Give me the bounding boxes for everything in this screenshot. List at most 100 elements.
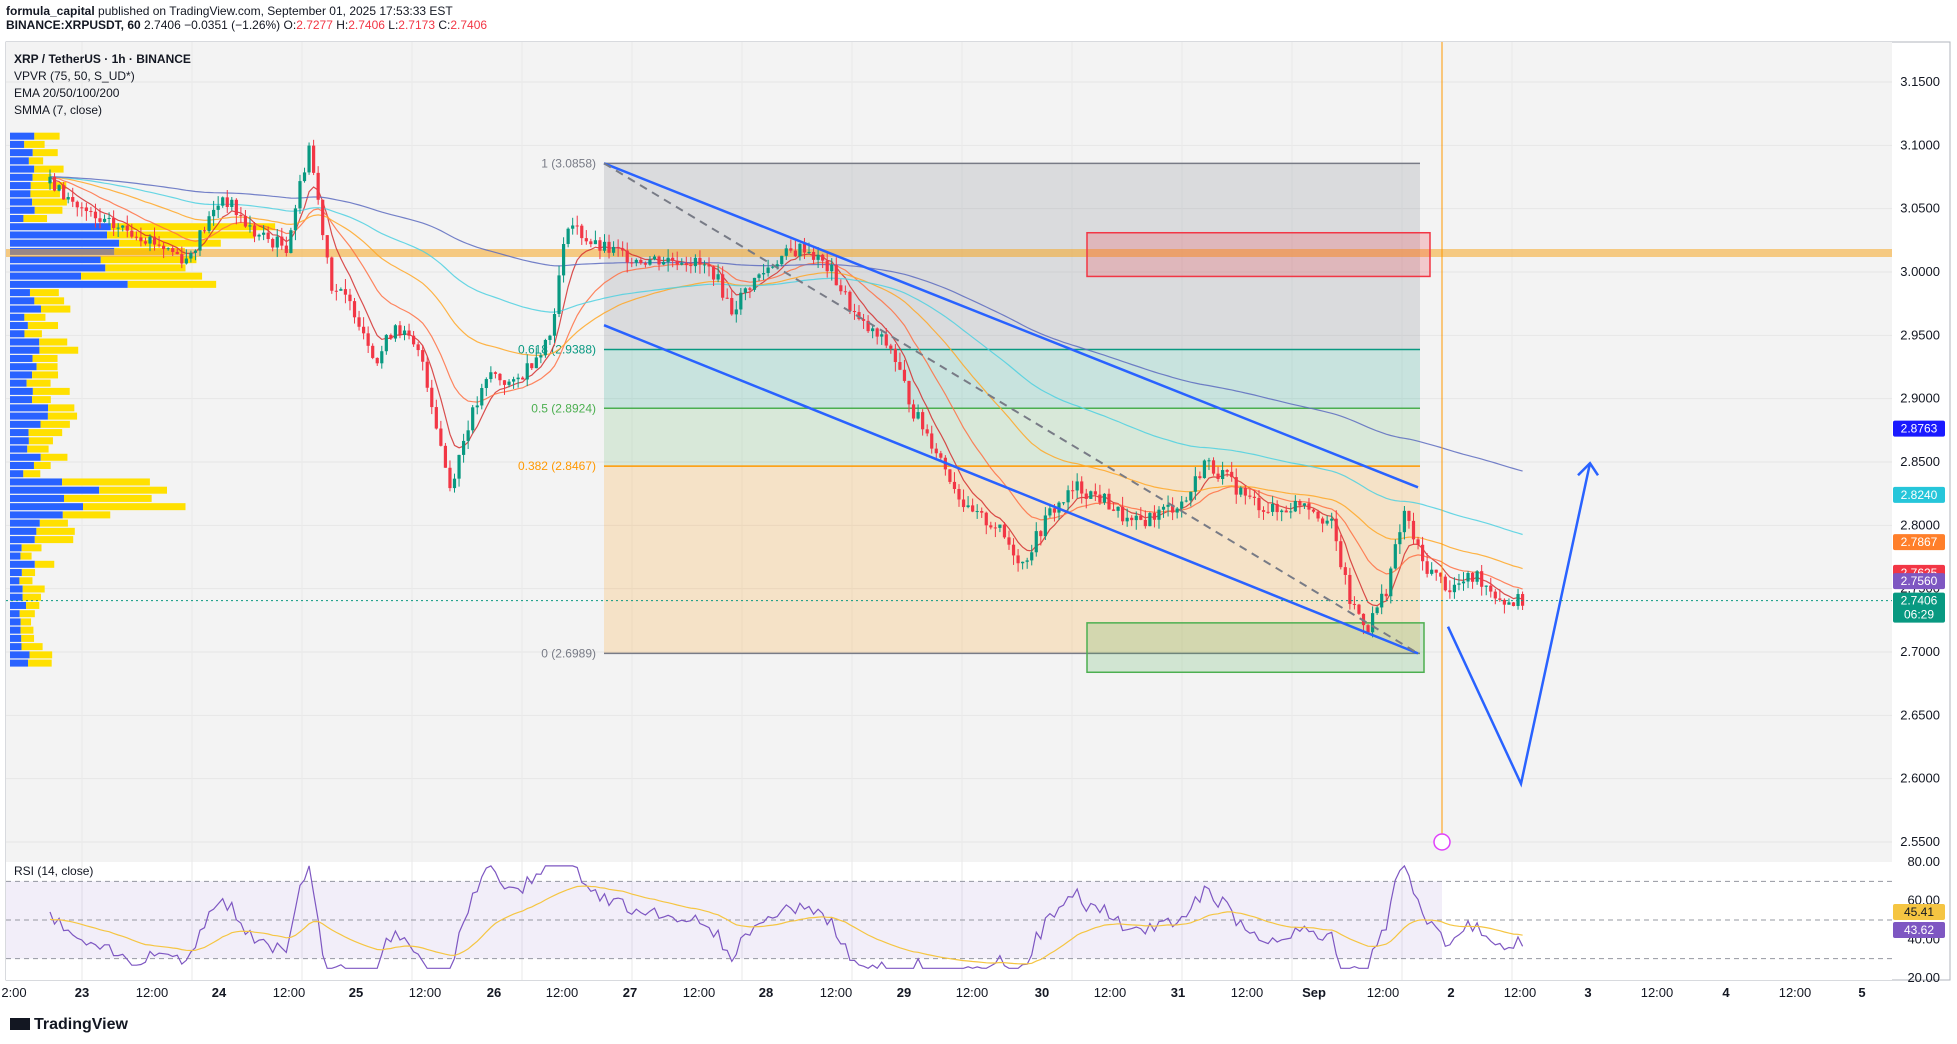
- candle-body: [834, 264, 838, 286]
- tradingview-brand[interactable]: TradingView: [10, 1016, 128, 1034]
- candle-body: [689, 265, 693, 267]
- volume-profile-bar-up: [10, 338, 40, 346]
- volume-profile-bar-up: [10, 140, 25, 148]
- rsi-value-label: 45.41: [1904, 905, 1934, 919]
- candle-body: [1116, 506, 1120, 511]
- candle-body: [362, 326, 366, 334]
- author[interactable]: formula_capital: [6, 4, 95, 18]
- candle-body: [1470, 572, 1475, 582]
- volume-profile-bar-up: [10, 494, 65, 502]
- candle-body: [380, 351, 384, 364]
- candle-body: [1234, 477, 1238, 495]
- candle-body: [1370, 613, 1375, 633]
- volume-profile-bar-up: [10, 659, 29, 667]
- candle-body: [1307, 503, 1311, 510]
- candle-body: [1293, 501, 1297, 512]
- candle-body: [857, 312, 861, 320]
- open-value: 2.7277: [296, 18, 333, 32]
- volume-profile-bar-down: [20, 618, 32, 626]
- candle-body: [1466, 572, 1470, 582]
- candle-body: [293, 208, 298, 231]
- candle-body: [1089, 491, 1093, 499]
- channel-upper-line: [603, 162, 1419, 489]
- candle-body: [1121, 506, 1125, 522]
- candle-body: [107, 217, 111, 219]
- candle-body: [1289, 511, 1293, 513]
- candle-body: [325, 235, 329, 258]
- ema-label[interactable]: EMA 20/50/100/200: [14, 86, 120, 100]
- candle-body: [134, 236, 138, 238]
- rsi-label[interactable]: RSI (14, close): [14, 864, 94, 878]
- volume-profile-bar-down: [36, 363, 58, 371]
- candle-body: [566, 228, 570, 245]
- price-tick-label: 3.1500: [1900, 74, 1940, 89]
- candle-body: [125, 225, 129, 231]
- volume-profile-bar-down: [127, 280, 217, 288]
- candle-body: [252, 225, 257, 237]
- candle-body: [1248, 495, 1252, 497]
- rsi-tick-label: 80.00: [1907, 854, 1940, 869]
- supply-zone: [1086, 231, 1431, 278]
- time-tick-label: 2: [1447, 985, 1454, 1000]
- moving-average-line: [49, 176, 1523, 472]
- volume-profile-bar-up: [10, 404, 49, 412]
- candle-body: [275, 236, 279, 248]
- volume-profile-bar-down: [20, 552, 32, 560]
- volume-profile-bar-down: [105, 264, 186, 272]
- candle-body: [1025, 560, 1029, 562]
- candle-body: [189, 252, 193, 259]
- candle-body: [1280, 510, 1284, 513]
- candle-body: [1021, 561, 1025, 564]
- volume-profile-bar-down: [110, 223, 276, 231]
- candle-body: [1357, 604, 1361, 614]
- vpvr-label[interactable]: VPVR (75, 50, S_UD*): [14, 69, 135, 83]
- candle-body: [1516, 594, 1520, 606]
- candle-body: [907, 380, 911, 405]
- candle-body: [234, 199, 238, 216]
- candle-body: [966, 505, 970, 508]
- candle-body: [561, 244, 566, 276]
- volume-profile-bar-up: [10, 569, 22, 577]
- candle-body: [1184, 500, 1188, 502]
- candle-body: [1180, 501, 1184, 509]
- candle-body: [298, 181, 302, 209]
- candle-body: [543, 339, 548, 356]
- candle-body: [807, 251, 811, 253]
- smma-label[interactable]: SMMA (7, close): [14, 103, 103, 117]
- fib-zone: [604, 408, 1420, 467]
- candle-body: [1311, 509, 1316, 512]
- fib-level-label: 1 (3.0858): [541, 156, 596, 170]
- candle-body: [711, 266, 716, 280]
- volume-profile-bar-down: [62, 478, 150, 486]
- candle-body: [371, 345, 375, 358]
- candle-body: [621, 248, 625, 251]
- candle-body: [1330, 518, 1334, 521]
- price-chart[interactable]: 1 (3.0858) 0.618 (2.9388) 0.5 (2.8924) 0.38…: [0, 0, 1957, 1010]
- volume-profile-bar-down: [34, 206, 63, 214]
- candle-body: [89, 211, 93, 213]
- candle-body: [1407, 510, 1411, 521]
- time-tick-label: 30: [1035, 985, 1049, 1000]
- symbol[interactable]: BINANCE:XRPUSDT, 60: [6, 18, 141, 32]
- candle-body: [580, 225, 584, 239]
- volume-profile-bar-up: [10, 478, 63, 486]
- volume-profile-bar-down: [32, 354, 58, 362]
- candle-body: [1007, 537, 1011, 545]
- volume-profile-bar-down: [34, 297, 65, 305]
- candle-body: [1216, 473, 1220, 479]
- brand-text: TradingView: [34, 1016, 128, 1033]
- high-label: H:: [336, 18, 349, 32]
- candle-body: [1452, 584, 1457, 593]
- volume-profile-bar-down: [24, 330, 42, 338]
- candle-body: [1257, 497, 1261, 511]
- candle-body: [289, 230, 293, 253]
- volume-profile-bar-down: [19, 610, 35, 618]
- candle-body: [207, 216, 211, 232]
- candle-body: [775, 264, 779, 267]
- volume-profile-bar-up: [10, 173, 33, 181]
- candle-body: [1416, 539, 1420, 545]
- volume-profile-bar-down: [21, 544, 42, 552]
- volume-profile-bar-down: [32, 371, 59, 379]
- time-tick-label: 5: [1858, 985, 1865, 1000]
- volume-profile-bar-up: [10, 544, 22, 552]
